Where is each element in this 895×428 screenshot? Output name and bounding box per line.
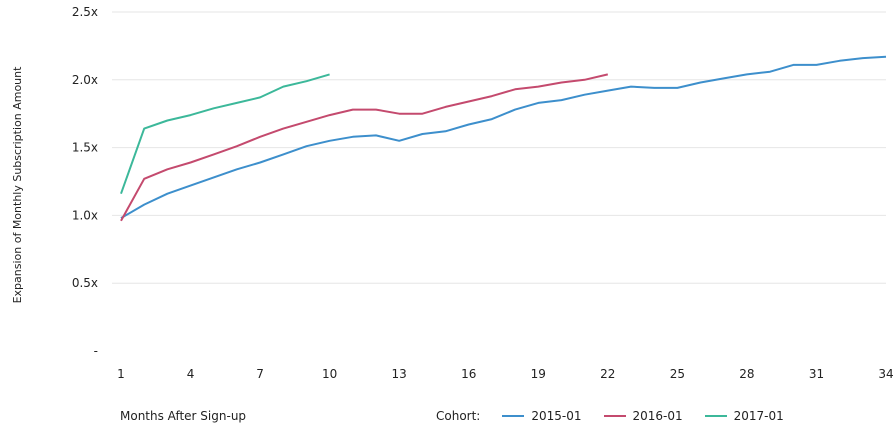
x-tick-label: 4 bbox=[187, 367, 195, 381]
legend-swatch bbox=[603, 415, 626, 417]
legend: Cohort: 2015-01 2016-01 2017-01 bbox=[436, 409, 784, 423]
chart-footer: Months After Sign-up Cohort: 2015-01 2016… bbox=[0, 398, 895, 428]
series-line-2015-01 bbox=[120, 55, 887, 219]
y-tick-label: 0.5x bbox=[72, 276, 98, 290]
y-tick-label: 2.0x bbox=[72, 73, 98, 87]
x-axis-label: Months After Sign-up bbox=[120, 409, 247, 423]
legend-item-2016-01: 2016-01 bbox=[603, 409, 683, 423]
legend-label: 2016-01 bbox=[632, 409, 683, 423]
legend-swatch bbox=[704, 415, 727, 417]
legend-title: Cohort: bbox=[436, 409, 481, 423]
legend-label: 2017-01 bbox=[733, 409, 784, 423]
x-tick-label: 7 bbox=[256, 367, 264, 381]
series-line-2016-01 bbox=[120, 73, 609, 222]
x-tick-label: 31 bbox=[809, 367, 824, 381]
x-tick-label: 28 bbox=[739, 367, 754, 381]
x-axis-ticks: 1 4 7 10 13 16 19 22 25 28 31 34 bbox=[117, 367, 893, 381]
legend-item-2017-01: 2017-01 bbox=[704, 409, 784, 423]
x-tick-label: 22 bbox=[600, 367, 615, 381]
x-tick-label: 10 bbox=[322, 367, 337, 381]
grid-lines bbox=[112, 11, 886, 284]
y-tick-label: 1.5x bbox=[72, 141, 98, 155]
series-lines bbox=[120, 55, 887, 222]
legend-label: 2015-01 bbox=[531, 409, 582, 423]
line-chart: - 0.5x 1.0x 1.5x 2.0x 2.5x 1 4 7 10 13 16 19 22 25 28 3… bbox=[11, 5, 894, 381]
y-tick-label: 1.0x bbox=[72, 208, 98, 222]
x-tick-label: 16 bbox=[461, 367, 476, 381]
legend-swatch bbox=[502, 415, 525, 417]
x-tick-label: 25 bbox=[670, 367, 685, 381]
x-tick-label: 13 bbox=[392, 367, 407, 381]
legend-item-2015-01: 2015-01 bbox=[502, 409, 582, 423]
y-axis-label: Expansion of Monthly Subscription Amount bbox=[11, 66, 24, 304]
y-axis-ticks: - 0.5x 1.0x 1.5x 2.0x 2.5x bbox=[72, 5, 98, 358]
y-tick-label: 2.5x bbox=[72, 5, 98, 19]
x-tick-label: 1 bbox=[117, 367, 125, 381]
x-tick-label: 19 bbox=[531, 367, 546, 381]
x-tick-label: 34 bbox=[878, 367, 893, 381]
series-line-2017-01 bbox=[120, 73, 330, 195]
y-tick-label: - bbox=[94, 344, 98, 358]
